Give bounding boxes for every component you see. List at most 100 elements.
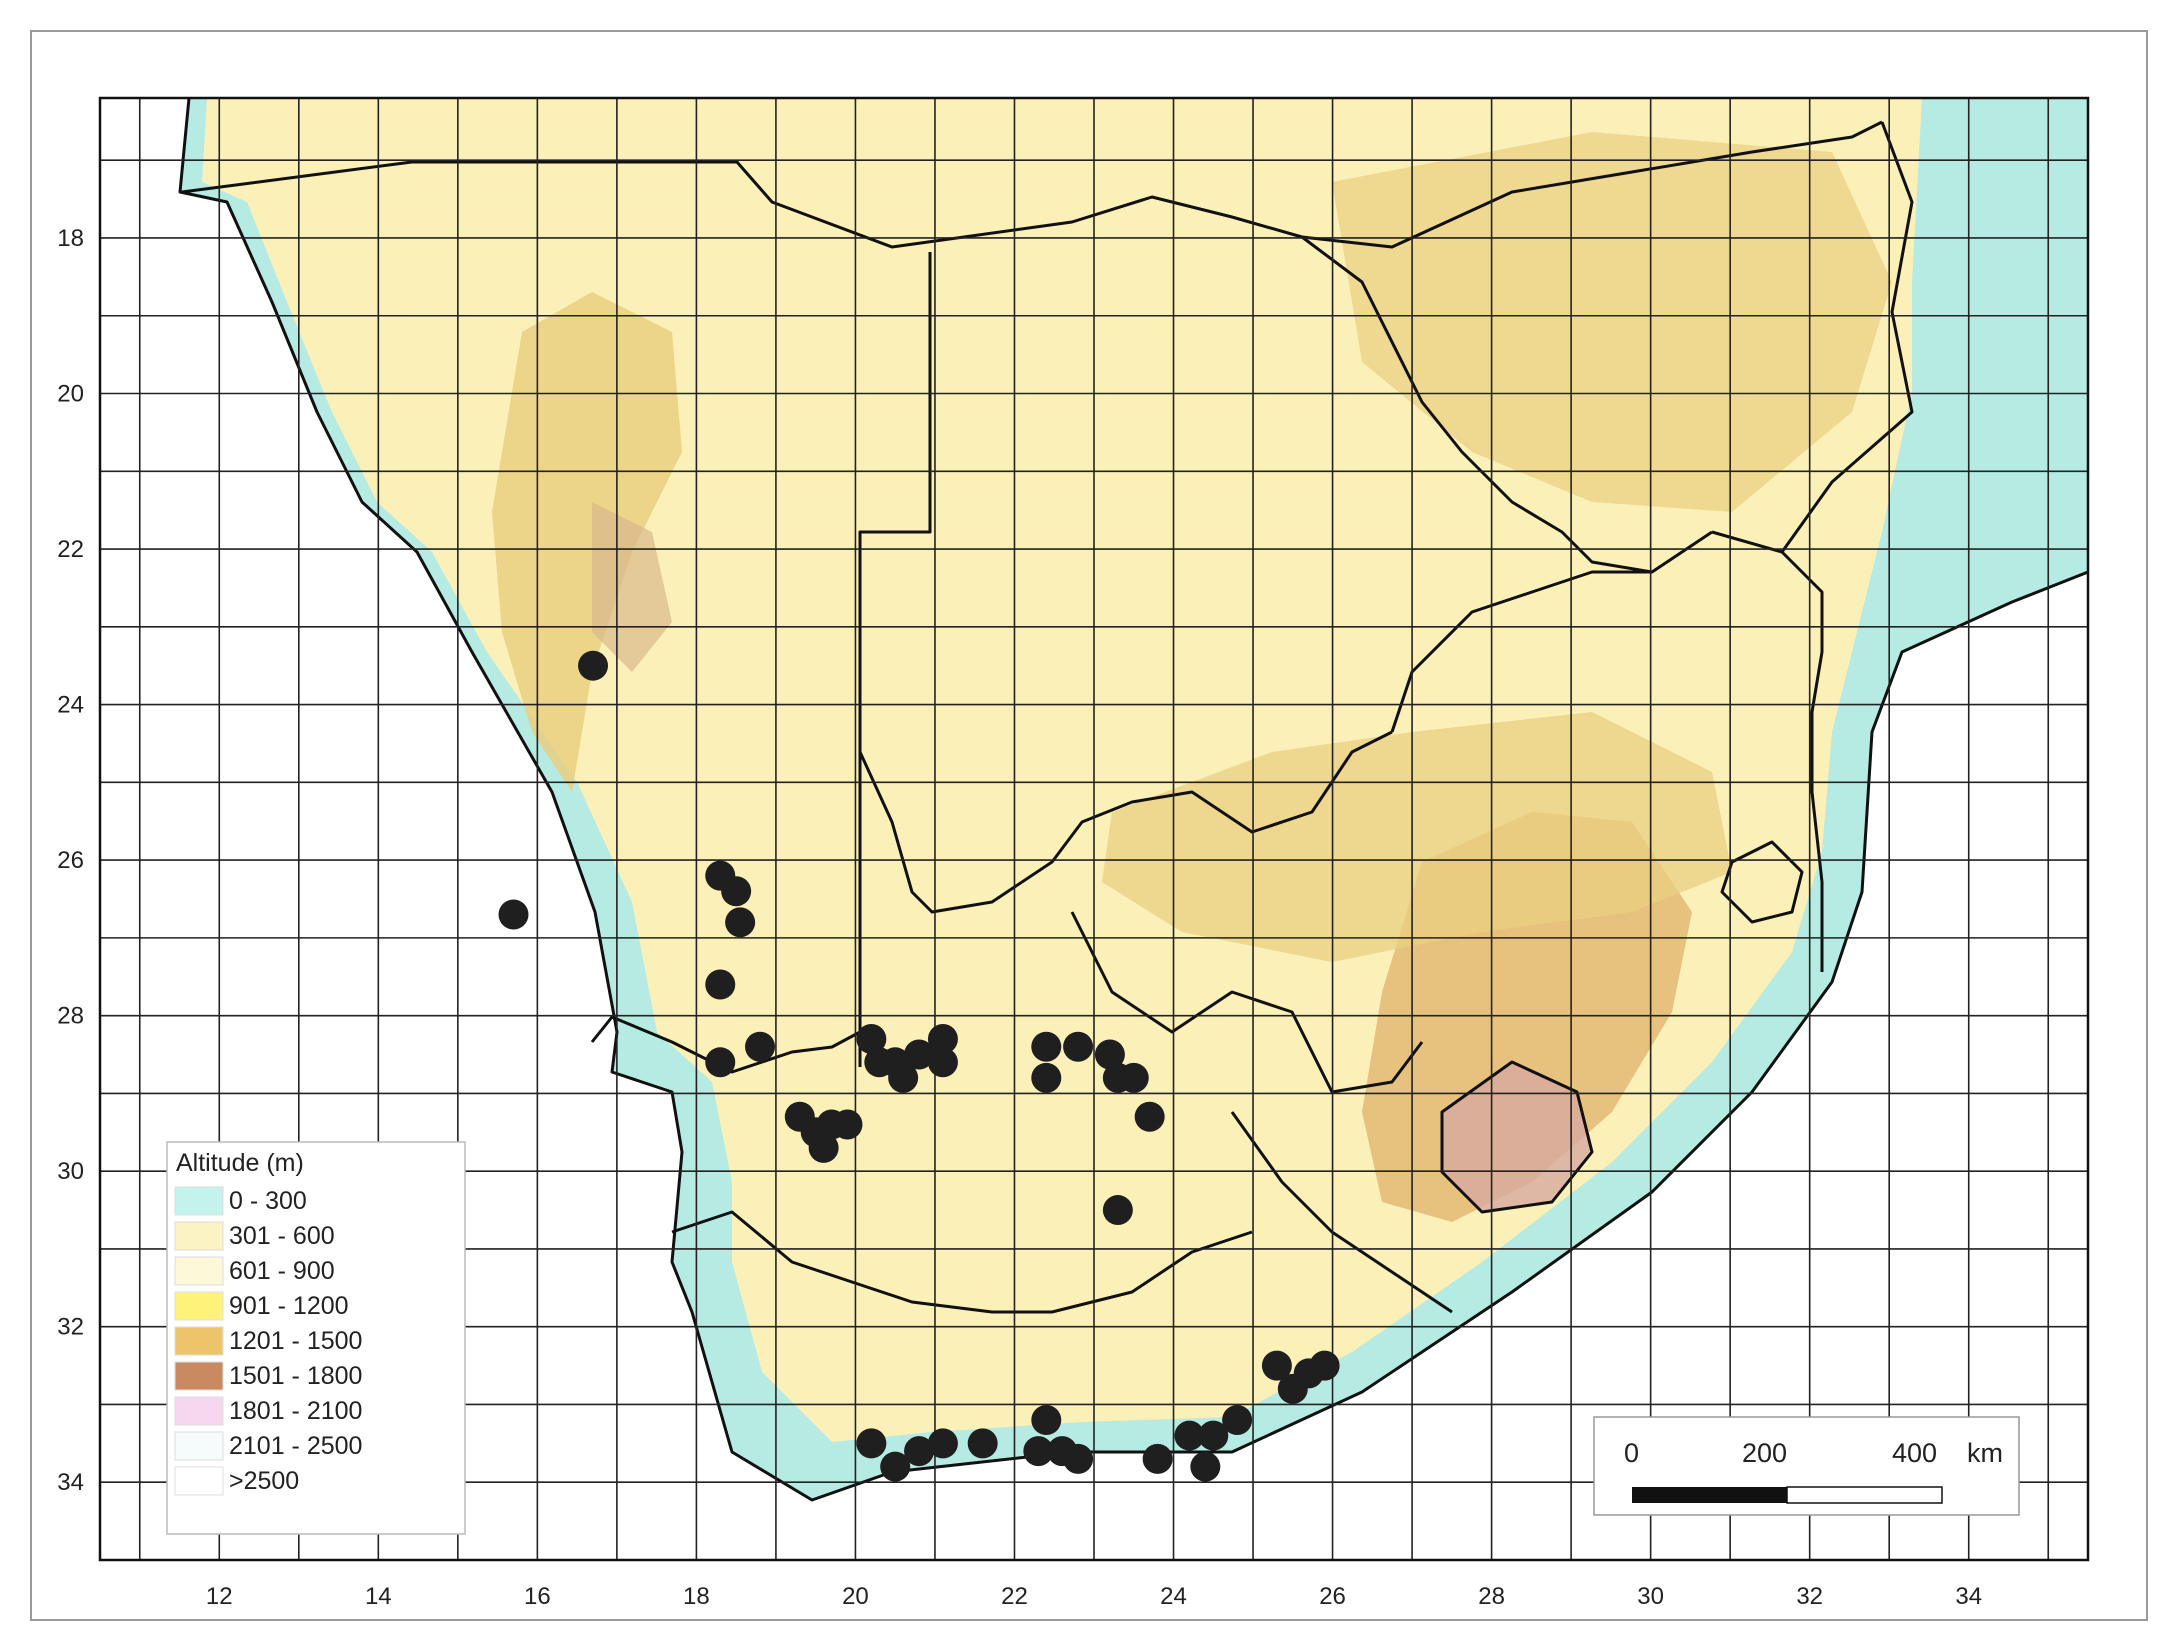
occurrence-point bbox=[1094, 1039, 1125, 1070]
occurrence-point bbox=[832, 1109, 863, 1140]
occurrence-point bbox=[967, 1428, 998, 1459]
occurrence-point bbox=[1118, 1062, 1149, 1093]
occurrence-point bbox=[856, 1428, 887, 1459]
occurrence-point bbox=[927, 1428, 958, 1459]
coastline bbox=[178, 98, 2088, 1502]
border-mozambique-north bbox=[1780, 121, 1914, 553]
occurrence-point bbox=[745, 1031, 776, 1062]
occurrence-point bbox=[1222, 1405, 1253, 1436]
occurrence-point bbox=[1031, 1062, 1062, 1093]
legend-swatch bbox=[174, 1221, 224, 1251]
scale-bar: 0 200 400 km bbox=[1593, 1416, 2020, 1516]
y-tick-label: 28 bbox=[57, 1003, 84, 1030]
highveld bbox=[1102, 712, 1732, 962]
legend-swatch bbox=[174, 1431, 224, 1461]
occurrence-point bbox=[1190, 1451, 1221, 1482]
occurrence-point bbox=[1031, 1031, 1062, 1062]
legend-swatch bbox=[174, 1361, 224, 1391]
border-namibia-botswana bbox=[858, 252, 932, 1067]
y-tick-label: 22 bbox=[57, 536, 84, 563]
occurrence-point bbox=[1174, 1420, 1205, 1451]
scale-bar-empty bbox=[1786, 1486, 1943, 1504]
legend-label: 0 - 300 bbox=[229, 1187, 307, 1215]
occurrence-point bbox=[721, 876, 752, 907]
occurrence-point bbox=[888, 1062, 919, 1093]
legend-label: 1501 - 1800 bbox=[229, 1362, 362, 1390]
border-limpopo bbox=[1390, 570, 1652, 733]
occurrence-point bbox=[705, 1047, 736, 1078]
western-escarpment bbox=[492, 292, 682, 792]
occurrence-point bbox=[927, 1047, 958, 1078]
occurrence-point bbox=[498, 899, 529, 930]
latitude-ticks: 18 20 22 24 26 28 30 32 34 bbox=[57, 225, 84, 1496]
legend-label: 2101 - 2500 bbox=[229, 1432, 362, 1460]
border-botswana-south bbox=[858, 730, 1393, 914]
x-tick-label: 16 bbox=[524, 1583, 551, 1610]
x-tick-label: 12 bbox=[206, 1583, 233, 1610]
occurrence-point bbox=[1031, 1405, 1062, 1436]
scale-label-200: 200 bbox=[1742, 1438, 1787, 1468]
x-tick-label: 22 bbox=[1001, 1583, 1028, 1610]
x-tick-label: 26 bbox=[1319, 1583, 1346, 1610]
legend-swatch bbox=[174, 1326, 224, 1356]
lesotho-peaks bbox=[1442, 1062, 1592, 1212]
border-lesotho bbox=[1440, 1060, 1594, 1214]
legend-label: 601 - 900 bbox=[229, 1257, 335, 1285]
border-botswana-east bbox=[1301, 235, 1713, 574]
occurrence-point bbox=[1142, 1443, 1173, 1474]
border-eswatini bbox=[1720, 840, 1804, 924]
occurrence-point bbox=[725, 907, 756, 938]
scale-unit: km bbox=[1967, 1438, 2003, 1468]
occurrence-point bbox=[578, 650, 609, 681]
legend-label: >2500 bbox=[229, 1467, 299, 1495]
occurrence-point bbox=[880, 1451, 911, 1482]
occurrence-point bbox=[856, 1023, 887, 1054]
border-provinces-1 bbox=[1070, 911, 1424, 1094]
occurrence-point bbox=[705, 969, 736, 1000]
occurrence-point bbox=[1198, 1420, 1229, 1451]
occurrence-point bbox=[1063, 1443, 1094, 1474]
legend-label: 1201 - 1500 bbox=[229, 1327, 362, 1355]
y-tick-label: 20 bbox=[57, 381, 84, 408]
figure-frame: 12 14 16 18 20 22 24 26 28 30 32 34 18 20 22 24 26 28 30 3… bbox=[30, 30, 2148, 1621]
y-tick-label: 30 bbox=[57, 1158, 84, 1185]
x-tick-label: 20 bbox=[842, 1583, 869, 1610]
x-tick-label: 34 bbox=[1955, 1583, 1982, 1610]
legend-swatch bbox=[174, 1396, 224, 1426]
border-provinces-3 bbox=[671, 1210, 1253, 1314]
x-tick-label: 30 bbox=[1637, 1583, 1664, 1610]
y-tick-label: 24 bbox=[57, 692, 84, 719]
map-border bbox=[98, 96, 2090, 1562]
scale-label-400: 400 bbox=[1892, 1438, 1937, 1468]
x-tick-label: 14 bbox=[365, 1583, 392, 1610]
altitude-legend: Altitude (m) 0 - 300 301 - 600 601 - 900 90… bbox=[166, 1141, 466, 1535]
y-tick-label: 18 bbox=[57, 225, 84, 252]
legend-label: 1801 - 2100 bbox=[229, 1397, 362, 1425]
occurrence-point bbox=[1309, 1350, 1340, 1381]
legend-label: 901 - 1200 bbox=[229, 1292, 349, 1320]
occurrence-point bbox=[1134, 1101, 1165, 1132]
border-zimbabwe-mozambique bbox=[1711, 530, 1824, 972]
country-borders bbox=[178, 98, 2088, 1502]
longitude-ticks: 12 14 16 18 20 22 24 26 28 30 32 34 bbox=[206, 1583, 1982, 1610]
legend-swatch bbox=[174, 1291, 224, 1321]
occurrence-point bbox=[1102, 1195, 1133, 1226]
occurrence-point bbox=[904, 1039, 935, 1070]
border-namibia-north bbox=[181, 160, 1303, 249]
occurrence-point bbox=[904, 1436, 935, 1467]
y-tick-label: 32 bbox=[57, 1314, 84, 1341]
occurrence-point bbox=[808, 1132, 839, 1163]
x-tick-label: 18 bbox=[683, 1583, 710, 1610]
legend-swatch bbox=[174, 1186, 224, 1216]
scale-label-0: 0 bbox=[1624, 1438, 1639, 1468]
zimbabwe-highland bbox=[1332, 132, 1892, 512]
y-tick-label: 26 bbox=[57, 847, 84, 874]
khomas-highland bbox=[592, 502, 672, 672]
legend-swatch bbox=[174, 1256, 224, 1286]
occurrence-point bbox=[927, 1023, 958, 1054]
legend-swatch bbox=[174, 1466, 224, 1496]
occurrence-point bbox=[1023, 1436, 1054, 1467]
legend-label: 301 - 600 bbox=[229, 1222, 335, 1250]
y-tick-label: 34 bbox=[57, 1469, 84, 1496]
scale-bar-filled bbox=[1632, 1487, 1787, 1503]
